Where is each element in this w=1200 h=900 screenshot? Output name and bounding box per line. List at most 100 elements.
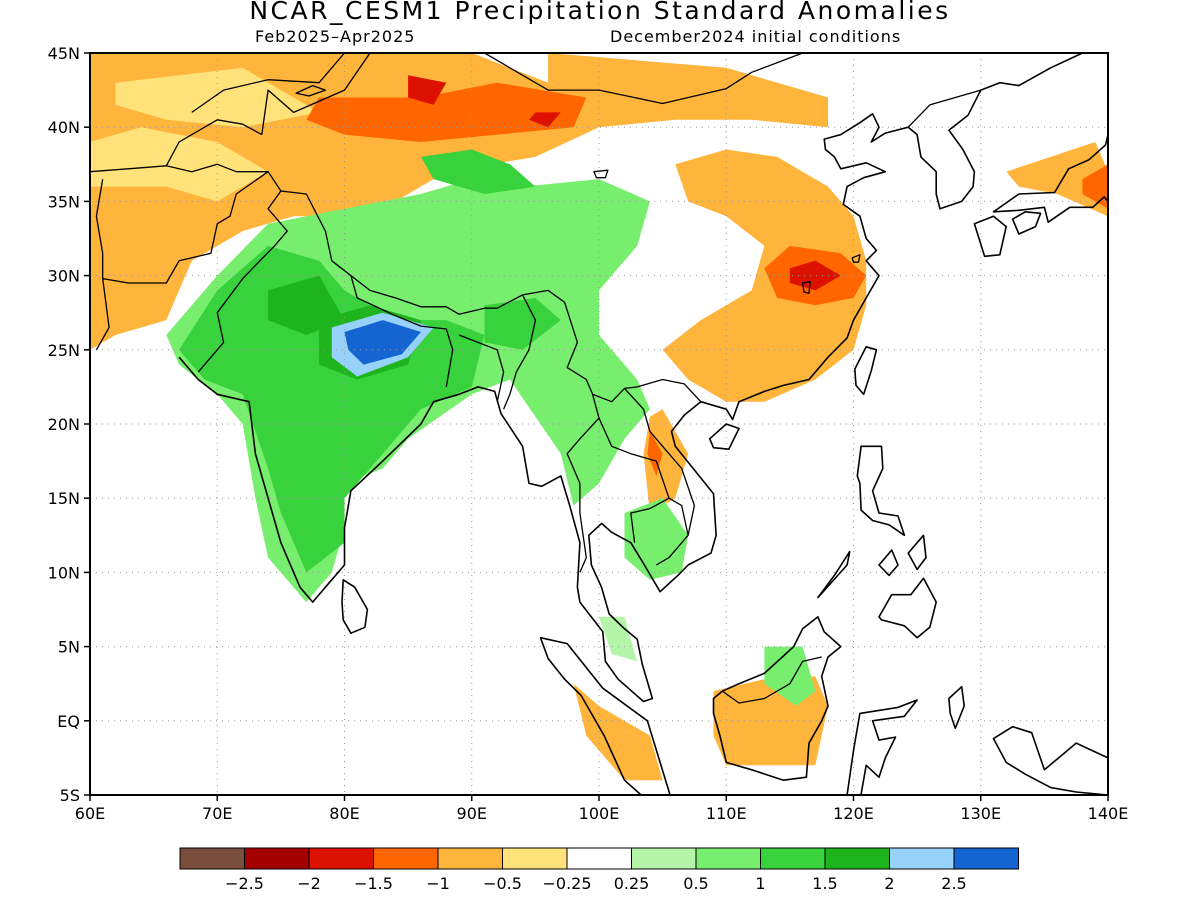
anomaly-fill-layer: [90, 53, 1108, 781]
lat-tick-label: 15N: [48, 489, 80, 508]
colorbar-label: 1.5: [812, 874, 837, 893]
anomaly-region-4: [662, 149, 867, 402]
coastline-new_guinea: [992, 725, 1108, 795]
anomaly-region-15: [1082, 164, 1108, 209]
lon-tick-label: 140E: [1088, 804, 1129, 823]
forecast-period: Feb2025–Apr2025: [255, 27, 416, 46]
geography-layer: [90, 53, 1108, 795]
anomaly-region-8: [408, 75, 447, 105]
map-title: NCAR_CESM1 Precipitation Standard Anomal…: [249, 0, 951, 25]
border-bangladesh_east: [458, 334, 505, 402]
border-china_north: [261, 53, 371, 135]
colorbar-label: −1.5: [354, 874, 393, 893]
lat-tick-label: 20N: [48, 415, 80, 434]
colorbar-swatch-9: [760, 847, 826, 870]
coastline-india: [178, 53, 1083, 703]
lat-tick-label: 35N: [48, 192, 80, 211]
colorbar-label: −0.25: [542, 874, 591, 893]
lake-taihu: [851, 254, 861, 263]
lake-qinghai: [593, 169, 609, 179]
border-central_asia_1: [90, 163, 282, 192]
coastline-sulawesi: [846, 699, 918, 795]
coastline-taiwan: [853, 345, 878, 396]
lake-poyang: [801, 280, 811, 295]
colorbar-label: 0.5: [683, 874, 708, 893]
lon-tick-label: 110E: [706, 804, 747, 823]
colorbar-swatch-11: [889, 847, 955, 870]
border-korea_china: [907, 89, 981, 128]
lake-balkhash: [267, 53, 308, 54]
coastline-mindanao: [878, 577, 938, 639]
border-india_pakistan: [197, 190, 288, 373]
border-central_asia_2: [165, 119, 263, 167]
anomaly-region-14: [1006, 142, 1108, 217]
coastline-sri_lanka: [341, 578, 369, 635]
anomaly-region-2: [90, 127, 269, 202]
border-india_nepal_bangladesh: [350, 275, 454, 388]
coastline-halmahera: [948, 685, 966, 730]
colorbar-swatch-10: [824, 847, 890, 870]
lon-tick-label: 80E: [329, 804, 359, 823]
colorbar-swatch-12: [953, 847, 1019, 870]
lat-tick-label: 10N: [48, 563, 80, 582]
colorbar-swatch-2: [308, 847, 374, 870]
coastline-hainan: [708, 423, 740, 451]
anomaly-region-19: [420, 149, 536, 194]
colorbar-label: 2.5: [941, 874, 966, 893]
anomaly-region-9: [529, 112, 561, 128]
anomaly-region-27: [599, 616, 638, 662]
lat-tick-label: EQ: [57, 712, 80, 731]
colorbar-label: 1: [755, 874, 765, 893]
coastline-honshu: [992, 133, 1108, 223]
coastline-visayas_1: [878, 549, 899, 577]
colorbar-swatch-1: [244, 847, 310, 870]
colorbar-swatch-6: [566, 847, 632, 870]
lat-tick-label: 40N: [48, 118, 80, 137]
colorbar-label: 2: [884, 874, 894, 893]
colorbar-label: −2.5: [225, 874, 264, 893]
lon-tick-label: 60E: [75, 804, 105, 823]
coastline-shikoku: [1011, 211, 1042, 235]
anomaly-region-24: [344, 320, 421, 365]
border-laos_vietnam: [624, 387, 696, 536]
colorbar-swatch-7: [631, 847, 697, 870]
colorbar-swatch-4: [437, 847, 503, 870]
lon-tick-label: 70E: [202, 804, 232, 823]
coastline-visayas_2: [907, 534, 927, 571]
colorbar: −2.5 −2 −1.5 −1 −0.5 −0.25 0.25 0.5 1 1.5 2 2.5: [179, 847, 1019, 893]
coastline-kyushu: [973, 215, 1008, 258]
border-myanmar_india: [503, 294, 537, 410]
lat-tick-label: 5N: [58, 638, 80, 657]
anomaly-region-11: [647, 431, 663, 476]
coastline-borneo: [712, 616, 842, 782]
gridlines: [90, 53, 1108, 795]
anomaly-region-20: [484, 297, 561, 350]
colorbar-label: −2: [297, 874, 321, 893]
lat-tick-label: 30N: [48, 267, 80, 286]
colorbar-swatch-3: [373, 847, 439, 870]
lon-tick-label: 120E: [833, 804, 874, 823]
border-mongolia_china: [483, 53, 804, 105]
anomaly-region-10: [643, 409, 689, 513]
border-afghanistan_pakistan: [102, 171, 269, 284]
lon-tick-label: 130E: [960, 804, 1001, 823]
initial-conditions: December2024 initial conditions: [610, 27, 902, 46]
colorbar-swatch-0: [179, 847, 245, 870]
border-thailand_laos_cambodia: [598, 417, 670, 543]
colorbar-swatch-5: [502, 847, 568, 870]
anomaly-region-1: [548, 53, 828, 128]
anomaly-region-3: [115, 67, 320, 128]
colorbar-swatch-8: [695, 847, 761, 870]
colorbar-label: −1: [426, 874, 450, 893]
anomaly-region-13: [573, 683, 663, 781]
lat-tick-label: 5S: [60, 786, 80, 805]
border-borneo_malaysia: [722, 656, 822, 704]
colorbar-label: 0.25: [614, 874, 650, 893]
lake-issyk_kul: [295, 84, 327, 97]
coastline-luzon: [856, 445, 906, 537]
lon-tick-label: 90E: [457, 804, 487, 823]
border-iran_afghanistan: [95, 178, 110, 351]
border-myanmar_thailand: [566, 394, 600, 573]
border-cambodia_vietnam: [655, 497, 689, 566]
